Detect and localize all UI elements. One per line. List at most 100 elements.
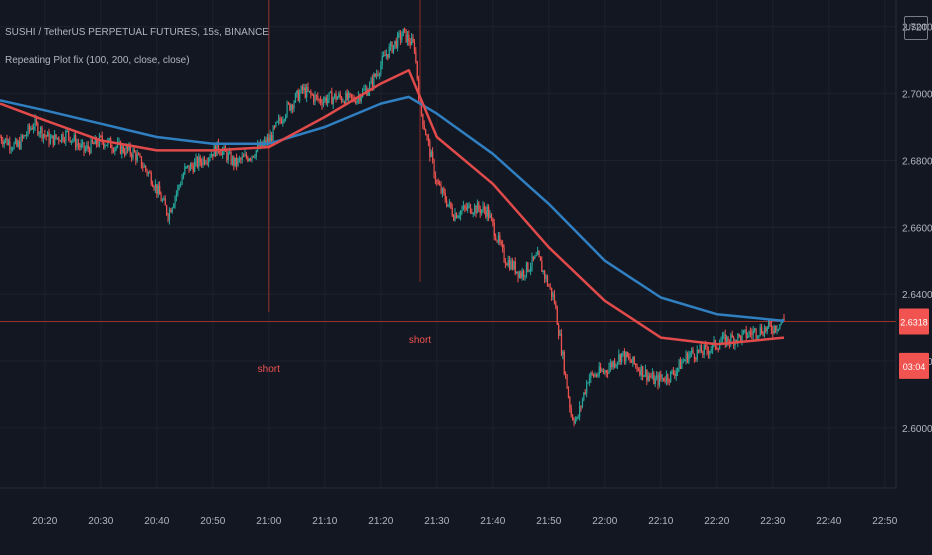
candle-body bbox=[688, 354, 690, 363]
candle-body bbox=[374, 74, 376, 77]
candle-body bbox=[412, 37, 414, 42]
candle-body bbox=[381, 56, 383, 65]
candle-body bbox=[577, 416, 579, 418]
candle-body bbox=[350, 94, 353, 98]
candle-body bbox=[709, 351, 711, 355]
candle-body bbox=[49, 138, 52, 144]
candle-body bbox=[111, 147, 113, 150]
candle-body bbox=[541, 260, 543, 272]
candle-body bbox=[602, 370, 605, 373]
candle-body bbox=[657, 375, 659, 385]
candle-body bbox=[287, 103, 290, 105]
candle-body bbox=[21, 136, 24, 138]
candle-body bbox=[481, 209, 483, 214]
candle-body bbox=[153, 186, 155, 189]
candle-body bbox=[646, 369, 648, 381]
signal-label: short bbox=[258, 364, 280, 375]
candle-body bbox=[238, 158, 241, 160]
x-tick-label: 22:40 bbox=[816, 516, 841, 527]
candle-body bbox=[275, 122, 277, 127]
candle-body bbox=[492, 218, 494, 223]
candle-body bbox=[668, 380, 670, 382]
candle-body bbox=[503, 247, 505, 262]
candle-body bbox=[643, 375, 645, 377]
candle-body bbox=[40, 127, 42, 134]
candle-body bbox=[313, 95, 315, 102]
candle-body bbox=[518, 272, 521, 278]
candle-body bbox=[507, 260, 509, 266]
candle-body bbox=[667, 374, 669, 381]
candle-body bbox=[136, 154, 138, 161]
candle-body bbox=[5, 138, 7, 141]
candle-body bbox=[759, 327, 761, 336]
candle-body bbox=[628, 356, 630, 358]
candle-body bbox=[745, 329, 747, 338]
candle-body bbox=[174, 196, 176, 205]
candle-body bbox=[108, 138, 110, 140]
candle-body bbox=[156, 184, 158, 194]
candle-body bbox=[758, 335, 760, 337]
candle-body bbox=[642, 366, 644, 377]
candle-body bbox=[37, 123, 39, 135]
candle-body bbox=[199, 156, 201, 163]
candle-body bbox=[469, 204, 472, 213]
candle-body bbox=[710, 349, 712, 352]
candle-body bbox=[493, 222, 495, 237]
candle-body bbox=[675, 371, 677, 377]
candle-body bbox=[146, 169, 148, 174]
candle-body bbox=[388, 46, 390, 58]
candle-body bbox=[504, 261, 507, 264]
candle-body bbox=[713, 340, 715, 344]
candle-body bbox=[332, 97, 334, 105]
axes: 2.60002.62002.64002.66002.68002.70002.72… bbox=[0, 0, 932, 527]
candle-body bbox=[336, 97, 339, 100]
candle-body bbox=[528, 270, 530, 272]
candle-body bbox=[227, 153, 229, 161]
candle-body bbox=[77, 143, 80, 146]
candle-body bbox=[126, 146, 129, 150]
candle-body bbox=[677, 367, 679, 372]
candle-body bbox=[581, 399, 584, 407]
candle-body bbox=[548, 285, 550, 287]
candle-body bbox=[779, 324, 781, 329]
candle-body bbox=[590, 372, 592, 379]
candle-body bbox=[531, 256, 533, 268]
candle-body bbox=[266, 138, 269, 145]
candle-body bbox=[534, 255, 536, 259]
candle-body bbox=[73, 135, 75, 141]
candle-body bbox=[665, 374, 668, 382]
candle-body bbox=[626, 351, 628, 357]
candle-body bbox=[769, 321, 771, 326]
candle-body bbox=[436, 180, 438, 183]
candle-body bbox=[192, 166, 194, 172]
currency-unit-button[interactable]: USDT bbox=[904, 16, 928, 40]
candle-body bbox=[511, 260, 514, 269]
candle-body bbox=[159, 185, 161, 195]
candle-body bbox=[546, 276, 549, 286]
candle-body bbox=[345, 92, 347, 105]
candle-body bbox=[562, 351, 564, 355]
candle-body bbox=[181, 178, 183, 185]
candle-body bbox=[560, 333, 563, 355]
candle-body bbox=[689, 352, 691, 355]
candle-body bbox=[639, 370, 641, 376]
y-tick-label: 2.6400 bbox=[902, 290, 932, 301]
candle-body bbox=[509, 260, 511, 270]
candle-body bbox=[525, 262, 528, 276]
candle-body bbox=[324, 97, 326, 101]
candle-body bbox=[334, 93, 336, 98]
candle-body bbox=[549, 286, 551, 288]
candle-body bbox=[747, 335, 749, 338]
candle-body bbox=[310, 91, 312, 95]
candle-body bbox=[157, 185, 159, 194]
candle-body bbox=[371, 79, 374, 87]
candle-body bbox=[335, 93, 337, 100]
candle-body bbox=[727, 336, 729, 343]
candle-body bbox=[402, 28, 404, 37]
candle-body bbox=[559, 333, 561, 336]
candle-body bbox=[565, 373, 567, 375]
candle-body bbox=[567, 388, 570, 398]
candle-body bbox=[360, 96, 362, 102]
